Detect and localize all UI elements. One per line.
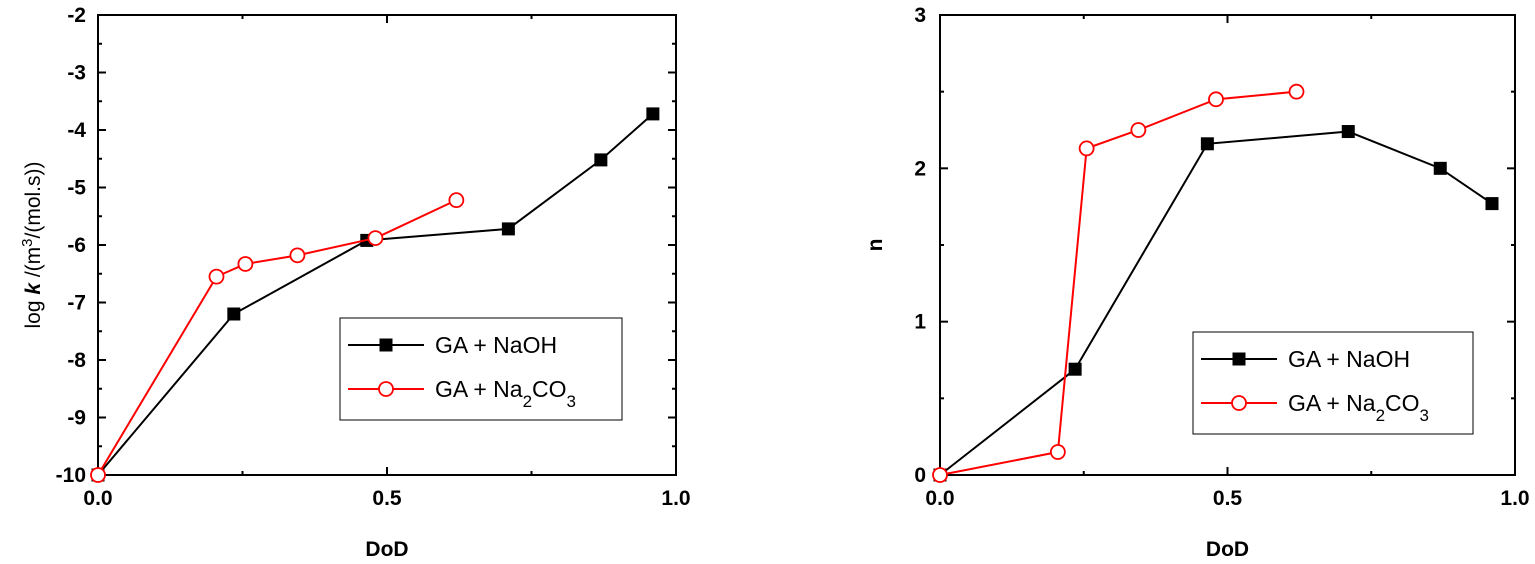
y-tick-label: 3 xyxy=(914,4,926,27)
y-tick-label: -6 xyxy=(67,234,86,257)
legend-marker xyxy=(378,381,394,397)
legend-marker xyxy=(379,338,393,352)
data-point xyxy=(1288,83,1305,100)
legend-marker xyxy=(1232,352,1246,366)
x-axis-title: DoD xyxy=(1206,538,1249,561)
y-tick-label: 0 xyxy=(914,464,926,487)
panel-log-k: 0.0 0.5 1.0 -10 -9 -8 -7 -6 -5 -4 -3 -2 DoD log k /(m… xyxy=(19,4,691,561)
legend: GA + NaOH GA + Na2CO3 xyxy=(1192,331,1474,435)
legend-label: GA + Na2CO3 xyxy=(435,376,576,411)
legend-box xyxy=(1192,331,1474,435)
data-point xyxy=(646,107,660,121)
series-line xyxy=(97,113,654,476)
y-tick-label: 1 xyxy=(914,311,926,334)
data-point xyxy=(1208,91,1224,108)
series-line xyxy=(97,199,457,476)
legend-marker xyxy=(1231,395,1247,411)
y-tick-label: 2 xyxy=(914,157,926,180)
data-point xyxy=(932,467,948,483)
legend-label: GA + NaOH xyxy=(435,332,557,358)
y-axis-title: log k /(m3/(mol.s)) xyxy=(19,161,46,328)
x-axis-title: DoD xyxy=(365,538,408,561)
data-point xyxy=(1068,362,1082,376)
data-point xyxy=(1130,122,1147,138)
data-point xyxy=(1078,140,1095,157)
data-point xyxy=(208,268,225,285)
data-point xyxy=(1485,197,1499,211)
legend: GA + NaOH GA + Na2CO3 xyxy=(339,317,623,421)
x-tick-label: 1.0 xyxy=(661,487,690,510)
y-tick-label: -8 xyxy=(67,349,86,372)
x-tick-label: 1.0 xyxy=(1500,487,1529,510)
x-tick-label: 0.0 xyxy=(83,487,112,510)
data-point xyxy=(1341,125,1355,139)
data-point xyxy=(367,230,384,247)
legend-label: GA + NaOH xyxy=(1288,346,1410,372)
y-tick-label: -4 xyxy=(67,119,86,142)
y-tick-label: -5 xyxy=(67,177,86,200)
data-point xyxy=(90,467,106,483)
x-tick-label: 0.0 xyxy=(925,487,954,510)
y-tick-label: -7 xyxy=(67,292,86,315)
y-tick-label: -10 xyxy=(56,464,86,487)
data-point xyxy=(448,192,465,209)
y-tick-label: -3 xyxy=(67,62,86,85)
x-tick-label: 0.5 xyxy=(1213,487,1243,510)
x-tick-label: 0.5 xyxy=(372,487,402,510)
y-tick-label: -2 xyxy=(67,4,86,27)
data-point xyxy=(501,222,515,236)
data-point xyxy=(227,307,241,321)
series-line xyxy=(939,130,1493,476)
data-point xyxy=(1433,161,1447,175)
legend-box xyxy=(339,317,623,421)
data-point xyxy=(1200,137,1214,151)
series-line xyxy=(939,90,1297,476)
y-axis-title: n xyxy=(864,239,887,252)
data-point xyxy=(1049,444,1066,460)
data-point xyxy=(237,256,254,272)
series-ga-naoh xyxy=(91,107,660,482)
legend-label: GA + Na2CO3 xyxy=(1288,390,1429,425)
series-ga-na2co3 xyxy=(932,83,1305,483)
data-point xyxy=(289,247,306,264)
data-point xyxy=(594,153,608,167)
panel-n: 0.0 0.5 1.0 0 1 2 3 DoD n GA + NaOH GA + Na2CO3 xyxy=(864,4,1530,561)
series-ga-na2co3 xyxy=(90,192,465,483)
y-tick-label: -9 xyxy=(67,407,86,430)
